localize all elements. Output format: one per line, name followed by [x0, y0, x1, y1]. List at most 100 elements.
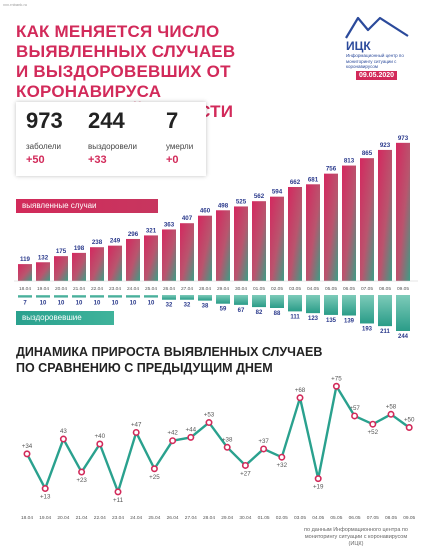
x-tick-label: 24.04	[130, 515, 142, 521]
cases-value-label: 407	[182, 215, 193, 222]
growth-line-chart: +34 18.04 +13 19.04 43 20.04 +23 21.04 +40 22.04 +…	[21, 375, 416, 521]
growth-value-label: +19	[313, 484, 324, 491]
section-title-line-1: ДИНАМИКА ПРИРОСТА ВЫЯВЛЕННЫХ СЛУЧАЕВ	[16, 345, 323, 359]
x-tick-label: 06.05	[349, 515, 361, 521]
recovered-value-label: 135	[326, 318, 337, 324]
x-tick-label: 08.05	[385, 515, 397, 521]
recovered-value-label: 32	[184, 303, 191, 309]
recovered-bar	[54, 295, 68, 298]
x-tick-label: 30.04	[235, 286, 247, 292]
x-tick-label: 20.04	[55, 286, 67, 292]
cases-bar	[90, 247, 104, 281]
recovered-bar	[342, 295, 356, 316]
growth-point	[405, 423, 413, 431]
x-tick-label: 25.04	[145, 286, 157, 292]
x-tick-label: 06.05	[343, 286, 355, 292]
logo-icon	[345, 16, 409, 39]
x-tick-label: 02.05	[276, 515, 288, 521]
recovered-value-label: 244	[398, 334, 409, 340]
growth-value-label: +32	[277, 462, 288, 469]
cases-value-label: 594	[272, 189, 283, 196]
x-tick-label: 18.04	[21, 515, 33, 521]
x-tick-label: 20.04	[57, 515, 69, 521]
recovered-value-label: 7	[23, 301, 27, 307]
recovered-bar	[126, 295, 140, 298]
stat-recovered: 244 выздоровели +33	[88, 108, 137, 166]
cases-bar-chart: 119 18.04 7 132 19.04 10 175 20.04 10 198 21.04 10 2…	[14, 135, 418, 340]
cases-value-label: 238	[92, 239, 103, 246]
x-tick-label: 19.04	[37, 286, 49, 292]
legend-recovered: выздоровевшие	[16, 311, 114, 325]
recovered-value-label: 88	[274, 311, 281, 317]
x-tick-label: 01.05	[253, 286, 265, 292]
growth-point	[187, 433, 195, 441]
x-tick-label: 28.04	[203, 515, 215, 521]
growth-value-label: +75	[331, 375, 342, 382]
x-tick-label: 01.05	[258, 515, 270, 521]
recovered-value-label: 10	[148, 301, 155, 307]
x-tick-label: 26.04	[167, 515, 179, 521]
x-tick-label: 29.04	[217, 286, 229, 292]
recovered-bar	[306, 295, 320, 314]
x-tick-label: 03.05	[294, 515, 306, 521]
recovered-value-label: 32	[166, 303, 173, 309]
x-tick-label: 27.04	[181, 286, 193, 292]
recovered-bar	[144, 295, 158, 298]
cases-value-label: 681	[308, 176, 319, 183]
x-tick-label: 05.05	[325, 286, 337, 292]
x-tick-label: 23.04	[109, 286, 121, 292]
growth-value-label: +57	[349, 405, 360, 412]
recovered-bar	[90, 295, 104, 298]
recovered-bar	[18, 295, 32, 298]
x-tick-label: 25.04	[148, 515, 160, 521]
recovered-bar	[324, 295, 338, 315]
growth-line	[25, 385, 410, 494]
source-url: xxx.rnbank.ru	[3, 2, 28, 7]
cases-value-label: 498	[218, 202, 229, 209]
recovered-bar	[288, 295, 302, 312]
cases-value-label: 460	[200, 208, 211, 215]
cases-value-label: 321	[146, 227, 157, 234]
growth-value-label: +44	[186, 426, 197, 433]
growth-point	[332, 382, 340, 390]
growth-point	[78, 468, 86, 476]
x-tick-label: 26.04	[163, 286, 175, 292]
cases-value-label: 249	[110, 238, 121, 245]
stat-label: умерли	[166, 142, 194, 151]
date-badge: 09.05.2020	[356, 71, 398, 80]
growth-value-label: +47	[131, 421, 142, 428]
growth-value-label: +37	[258, 438, 269, 445]
recovered-value-label: 38	[202, 304, 209, 310]
recovered-bar	[270, 295, 284, 308]
growth-point	[241, 461, 249, 469]
cases-bar	[378, 149, 392, 281]
x-tick-label: 02.05	[271, 286, 283, 292]
stat-label: выздоровели	[88, 142, 137, 151]
cases-value-label: 132	[38, 254, 49, 261]
growth-value-label: +38	[222, 436, 233, 443]
recovered-value-label: 10	[40, 301, 47, 307]
x-tick-label: 05.05	[330, 515, 342, 521]
recovered-value-label: 82	[256, 310, 263, 316]
growth-value-label: 43	[60, 428, 67, 435]
growth-point	[369, 420, 377, 428]
growth-point	[223, 443, 231, 451]
growth-value-label: +27	[240, 470, 251, 477]
x-tick-label: 24.04	[127, 286, 139, 292]
growth-value-label: +13	[40, 494, 51, 501]
recovered-value-label: 10	[58, 301, 65, 307]
cases-bar	[126, 238, 140, 281]
cases-value-label: 363	[164, 221, 175, 228]
growth-point	[41, 485, 49, 493]
recovered-value-label: 111	[290, 314, 300, 320]
stat-delta: +0	[166, 154, 179, 166]
cases-bar	[180, 223, 194, 281]
growth-value-label: +58	[386, 403, 397, 410]
cases-bar	[198, 215, 212, 281]
growth-value-label: +34	[22, 443, 33, 450]
cases-bar	[270, 196, 284, 281]
stat-deaths: 7 умерли +0	[166, 108, 193, 166]
recovered-bar	[198, 295, 212, 301]
x-tick-label: 30.04	[239, 515, 251, 521]
recovered-value-label: 139	[344, 319, 355, 325]
